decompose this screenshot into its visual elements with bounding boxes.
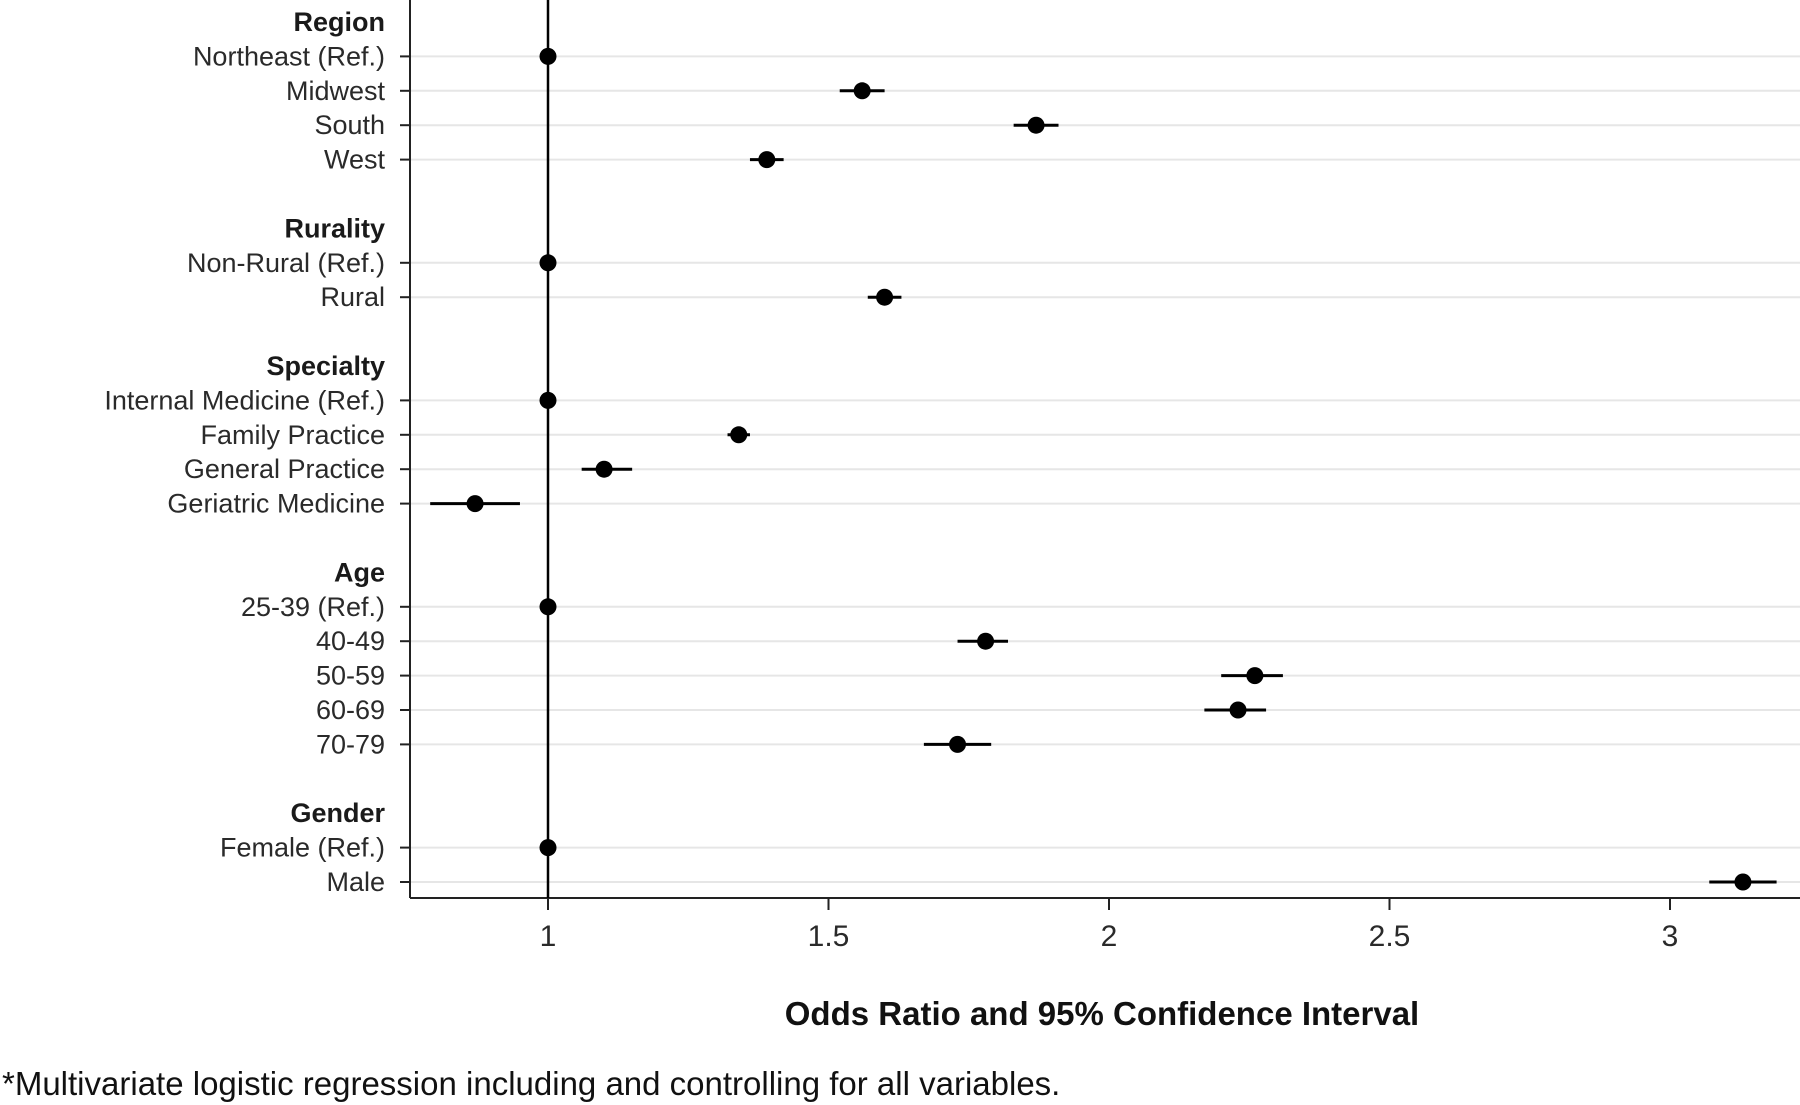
estimates	[430, 47, 1777, 891]
axes	[409, 0, 1800, 899]
estimate-point	[466, 495, 484, 513]
estimate-point	[1027, 116, 1045, 134]
row-label: 25-39 (Ref.)	[241, 592, 385, 622]
footnote: *Multivariate logistic regression includ…	[2, 1065, 1060, 1102]
group-label: Gender	[290, 798, 385, 828]
estimate-point	[876, 288, 894, 306]
estimate-point	[539, 391, 557, 409]
row-label: Male	[326, 867, 385, 897]
row-label: General Practice	[184, 454, 385, 484]
estimate-point	[539, 598, 557, 616]
estimate-point	[730, 426, 748, 444]
group-label: Rurality	[284, 213, 385, 243]
estimate-point	[1246, 667, 1264, 685]
x-tick-label: 3	[1662, 920, 1679, 953]
row-label: 60-69	[316, 695, 385, 725]
row-label: Rural	[320, 282, 385, 312]
estimate-point	[539, 254, 557, 272]
x-axis-title: Odds Ratio and 95% Confidence Interval	[785, 995, 1419, 1032]
estimate-point	[539, 839, 557, 857]
row-labels: Region Northeast (Ref.) Midwest South West Ru…	[104, 7, 385, 897]
x-tick-label: 1.5	[808, 920, 850, 953]
estimate-point	[977, 632, 995, 650]
estimate-point	[758, 151, 776, 169]
group-label: Region	[294, 7, 386, 37]
x-axis-ticks: 1 1.5 2 2.5 3	[540, 898, 1679, 953]
row-label: Female (Ref.)	[220, 833, 385, 863]
row-label: Geriatric Medicine	[167, 489, 385, 519]
estimate-point	[1229, 701, 1247, 719]
row-label: 70-79	[316, 729, 385, 759]
row-label: 50-59	[316, 661, 385, 691]
group-label: Age	[334, 557, 385, 587]
x-tick-label: 1	[540, 920, 557, 953]
row-label: Non-Rural (Ref.)	[187, 248, 385, 278]
grid-lines	[400, 55, 1800, 883]
estimate-point	[949, 735, 967, 753]
x-tick-label: 2.5	[1369, 920, 1411, 953]
row-label: Northeast (Ref.)	[193, 41, 385, 71]
estimate-point	[595, 460, 613, 478]
row-label: Internal Medicine (Ref.)	[104, 385, 385, 415]
estimate-point	[539, 47, 557, 65]
row-label: 40-49	[316, 626, 385, 656]
estimate-point	[1734, 873, 1752, 891]
row-label: Midwest	[286, 76, 386, 106]
row-label: Family Practice	[200, 420, 385, 450]
group-label: Specialty	[266, 351, 385, 381]
row-label: West	[324, 145, 386, 175]
row-label: South	[314, 110, 385, 140]
estimate-point	[853, 82, 871, 100]
x-tick-label: 2	[1101, 920, 1118, 953]
